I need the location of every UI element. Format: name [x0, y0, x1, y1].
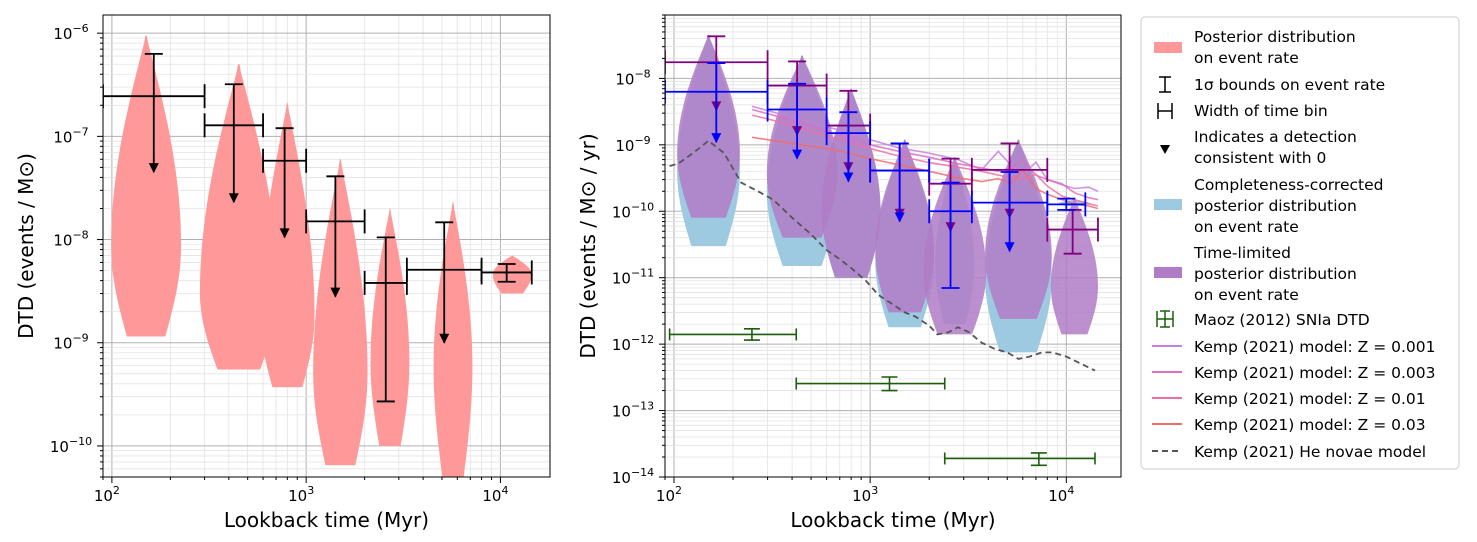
- right-xtick-label: 102: [656, 484, 682, 505]
- right-timelimited-violin: [1050, 197, 1098, 335]
- right-timelimited-violin: [875, 139, 935, 313]
- left-panel: 102 103 104 10−10 10−9 10−8 10−7 10−6 Lookback t…: [14, 14, 551, 532]
- left-bin-errorbar: [305, 175, 366, 298]
- right-blue-bin-errorbar-arrow-icon: [792, 149, 803, 160]
- right-purple-bin-errorbar: [1046, 208, 1099, 255]
- right-blue-bin-errorbar-arrow-icon: [1004, 242, 1015, 253]
- kemp-model-line: [751, 136, 1099, 210]
- left-bin-errorbar-arrow-icon: [330, 287, 341, 298]
- legend-timelimited-swatch: [1154, 267, 1182, 278]
- legend-k01-label: Kemp (2021) model: Z = 0.01: [1194, 390, 1426, 408]
- he-novae-model-line: [669, 139, 1096, 372]
- legend-k001-label: Kemp (2021) model: Z = 0.001: [1194, 338, 1436, 356]
- right-blue-bin-errorbar-arrow-icon: [711, 133, 722, 144]
- legend-maoz-swatch: [1156, 310, 1174, 328]
- legend-k03-label: Kemp (2021) model: Z = 0.03: [1194, 416, 1426, 434]
- left-axes-frame: [102, 14, 551, 478]
- legend-completeness-swatch: [1154, 199, 1182, 210]
- right-xtick-label: 104: [1048, 484, 1074, 505]
- right-blue-bin-errorbar: [825, 111, 872, 183]
- right-plot-area: [665, 35, 1099, 467]
- right-ytick-label: 10−11: [612, 267, 654, 288]
- right-ytick-label: 10−9: [615, 134, 650, 155]
- right-timelimited-violin: [923, 157, 987, 335]
- right-timelimited-violin: [677, 35, 740, 218]
- legend-k003-label: Kemp (2021) model: Z = 0.003: [1194, 364, 1436, 382]
- right-ytick-label: 10−14: [612, 466, 654, 487]
- right-blue-bin-errorbar: [665, 62, 769, 144]
- left-xtick-label: 102: [94, 484, 120, 505]
- left-posterior-violin: [313, 159, 368, 466]
- right-xlabel: Lookback time (Myr): [790, 508, 995, 532]
- legend-detection-line1: Indicates a detection: [1194, 128, 1357, 146]
- right-timelimited-violin: [985, 139, 1052, 319]
- right-timelimited-violin: [766, 55, 838, 238]
- legend-posterior-swatch: [1154, 42, 1182, 53]
- legend-posterior-line2: on event rate: [1194, 49, 1299, 67]
- right-blue-bin-errorbar: [1046, 192, 1087, 217]
- right-ytick-label: 10−13: [612, 400, 654, 421]
- right-blue-bin-errorbar-arrow-icon: [894, 212, 905, 223]
- legend-width-label: Width of time bin: [1194, 102, 1328, 120]
- left-ytick-label: 10−6: [53, 22, 88, 43]
- left-ylabel: DTD (events / M⊙): [14, 153, 38, 339]
- left-ytick-label: 10−9: [53, 332, 88, 353]
- legend-he-label: Kemp (2021) He novae model: [1194, 443, 1426, 461]
- left-xtick-label: 104: [482, 484, 508, 505]
- left-plot-area: [103, 35, 533, 477]
- left-posterior-violin: [260, 103, 315, 388]
- legend-completeness-line2: posterior distribution: [1194, 197, 1357, 215]
- left-bin-errorbar-arrow-icon: [279, 228, 290, 239]
- left-ytick-label: 10−8: [53, 229, 88, 250]
- left-ytick-label: 10−10: [50, 435, 92, 456]
- left-bin-errorbar-arrow-icon: [148, 163, 159, 174]
- maoz-bin-errorbar: [668, 328, 798, 341]
- right-blue-bin-errorbar-arrow-icon: [843, 172, 854, 183]
- legend-timelimited-line2: posterior distribution: [1194, 265, 1357, 283]
- left-bin-errorbar: [103, 52, 206, 174]
- right-timelimited-violin: [821, 88, 881, 278]
- left-posterior-violin: [492, 255, 532, 294]
- right-ytick-label: 10−8: [615, 67, 650, 88]
- left-ytick-label: 10−7: [53, 125, 88, 146]
- legend-posterior-line1: Posterior distribution: [1194, 28, 1356, 46]
- left-bin-errorbar-arrow-icon: [228, 193, 239, 204]
- left-xlabel: Lookback time (Myr): [224, 508, 429, 532]
- left-posterior-violin: [433, 202, 473, 477]
- left-bin-errorbar: [480, 260, 533, 285]
- maoz-bin-errorbar: [795, 376, 946, 392]
- right-blue-bin-errorbar: [928, 181, 973, 289]
- right-panel: 102 103 104 10−14 10−13 10−12 10−11 10−10 10−9 10…: [576, 14, 1122, 532]
- left-posterior-violin: [111, 35, 182, 337]
- legend-sigma-label: 1σ bounds on event rate: [1194, 76, 1385, 94]
- right-ytick-label: 10−12: [612, 333, 654, 354]
- left-bin-errorbar: [203, 83, 264, 204]
- right-blue-bin-errorbar: [869, 142, 931, 223]
- legend-timelimited-line3: on event rate: [1194, 286, 1299, 304]
- kemp-model-line: [751, 114, 1099, 207]
- right-ytick-label: 10−10: [612, 200, 654, 221]
- left-bin-errorbar: [363, 236, 408, 403]
- left-bin-errorbar-arrow-icon: [439, 333, 450, 344]
- maoz-bin-errorbar: [943, 452, 1096, 467]
- left-posterior-violin: [370, 208, 410, 446]
- left-posterior-violin: [199, 64, 278, 370]
- legend: Posterior distribution on event rate 1σ …: [1140, 16, 1460, 470]
- legend-completeness-line1: Completeness-corrected: [1194, 176, 1383, 194]
- legend-completeness-line3: on event rate: [1194, 218, 1299, 236]
- legend-width-swatch: [1157, 103, 1173, 119]
- legend-sigma-swatch: [1159, 76, 1171, 93]
- legend-detection-line2: consistent with 0: [1194, 149, 1326, 167]
- right-ylabel: DTD (events / M⊙ / yr): [576, 133, 600, 358]
- legend-arrow-icon: [1160, 145, 1170, 154]
- right-blue-bin-errorbar: [766, 82, 828, 160]
- right-xtick-label: 103: [852, 484, 878, 505]
- legend-timelimited-line1: Time-limited: [1193, 244, 1291, 262]
- legend-maoz-label: Maoz (2012) SNIa DTD: [1194, 311, 1370, 329]
- left-bin-errorbar: [262, 127, 308, 239]
- left-xtick-label: 103: [288, 484, 314, 505]
- legend-frame: [1140, 16, 1460, 470]
